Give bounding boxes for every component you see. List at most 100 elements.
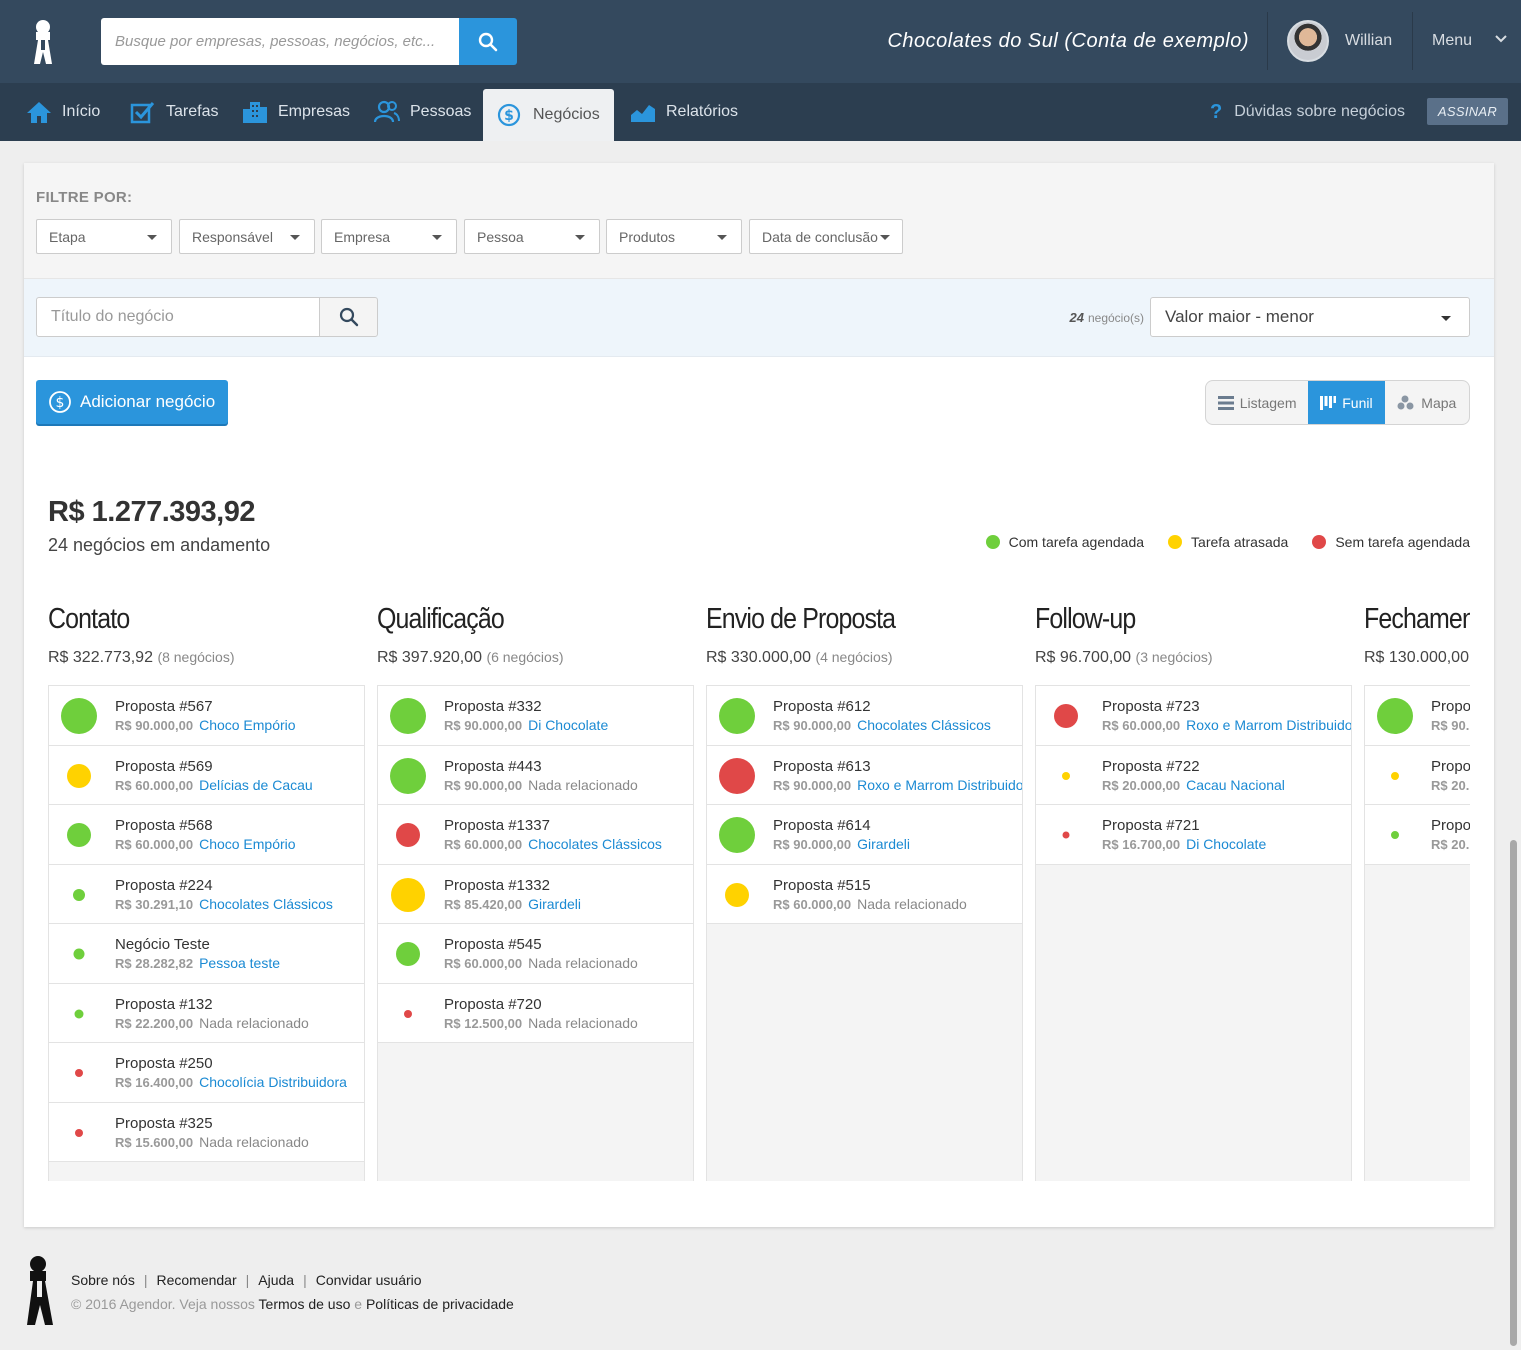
deal-card[interactable]: Proposta #1337 R$ 60.000,00 Chocolates Clá… xyxy=(378,805,693,865)
deal-title[interactable]: Negócio Teste xyxy=(115,936,210,953)
deal-related-link[interactable]: Pessoa teste xyxy=(199,955,281,971)
deal-title[interactable]: Proposta #612 xyxy=(773,698,871,715)
agendor-logo[interactable] xyxy=(28,18,58,64)
page-scrollbar[interactable] xyxy=(1510,840,1517,1346)
deal-card[interactable]: Proposta #722 R$ 20.000,00 Cacau Nacional xyxy=(1036,745,1351,805)
sort-select[interactable]: Valor maior - menor xyxy=(1150,297,1470,337)
deal-title[interactable]: Proposta #720 xyxy=(444,995,542,1013)
avatar[interactable] xyxy=(1287,20,1329,62)
deal-title[interactable]: Proposta #569 xyxy=(115,757,213,775)
deal-title[interactable]: Proposta #325 xyxy=(115,1114,213,1132)
terms-link[interactable]: Termos de uso xyxy=(258,1296,351,1312)
filter-empresa[interactable]: Empresa xyxy=(321,219,457,254)
deal-related-link[interactable]: Girardeli xyxy=(857,836,910,852)
footer-link-recomendar[interactable]: Recomendar xyxy=(156,1272,237,1288)
deal-title[interactable]: Proposta #568 xyxy=(115,817,213,834)
menu-button[interactable]: Menu xyxy=(1432,32,1473,49)
deal-card[interactable]: Negócio Teste R$ 28.282,82 Pessoa teste xyxy=(49,924,364,984)
deal-card[interactable]: Proposta #723 R$ 60.000,00 Roxo e Marrom D… xyxy=(1036,686,1351,746)
filter-responsavel[interactable]: Responsável xyxy=(179,219,315,254)
deal-card[interactable]: Proposta #568 R$ 60.000,00 Choco Empório xyxy=(49,805,364,865)
deal-related-link[interactable]: Choco Empório xyxy=(199,836,296,852)
deal-related-link[interactable]: Di Chocolate xyxy=(1186,836,1267,852)
filter-produtos[interactable]: Produtos xyxy=(606,219,742,254)
view-mapa[interactable]: Mapa xyxy=(1385,381,1469,424)
chevron-down-icon[interactable] xyxy=(1494,34,1508,44)
deal-card[interactable]: Proposta #224 R$ 30.291,10 Chocolates Clás… xyxy=(49,864,364,924)
deal-title[interactable]: Proposta #515 xyxy=(773,876,871,894)
deal-title[interactable]: Proposta #545 xyxy=(444,936,542,953)
deal-related-link[interactable]: Choco Empório xyxy=(199,717,296,733)
deal-card[interactable]: Proposta #515 R$ 60.000,00 Nada relacionad… xyxy=(707,864,1022,924)
nav-item-pessoas[interactable]: Pessoas xyxy=(360,83,485,141)
deal-related-link[interactable]: Delícias de Cacau xyxy=(199,776,313,793)
subscribe-button[interactable]: ASSINAR xyxy=(1427,98,1508,125)
deal-title[interactable]: Proposta xyxy=(1431,757,1470,775)
footer-link-convidar[interactable]: Convidar usuário xyxy=(315,1272,422,1288)
filter-etapa[interactable]: Etapa xyxy=(36,219,172,254)
view-funil[interactable]: Funil xyxy=(1308,381,1385,424)
user-name[interactable]: Willian xyxy=(1345,32,1393,49)
deal-card[interactable]: Proposta R$ 90. xyxy=(1365,686,1470,746)
deal-related-link[interactable]: Roxo e Marrom Distribuidora xyxy=(1186,717,1351,733)
deal-title[interactable]: Proposta #224 xyxy=(115,876,213,894)
deal-card[interactable]: Proposta #569 R$ 60.000,00 Delícias de Cac… xyxy=(49,745,364,805)
deal-related-link[interactable]: Chocolícia Distribuidora xyxy=(199,1074,347,1090)
deal-related-link[interactable]: Chocolates Clássicos xyxy=(857,717,991,733)
deal-card[interactable]: Proposta #614 R$ 90.000,00 Girardeli xyxy=(707,805,1022,865)
agendor-footer-logo[interactable] xyxy=(24,1255,56,1325)
view-listagem[interactable]: Listagem xyxy=(1206,381,1308,424)
deal-related-link[interactable]: Chocolates Clássicos xyxy=(528,836,662,852)
add-deal-button[interactable]: $ Adicionar negócio xyxy=(36,380,228,424)
deal-title[interactable]: Proposta #443 xyxy=(444,757,542,775)
deal-title[interactable]: Proposta #1337 xyxy=(444,817,550,834)
nav-item-relatorios[interactable]: Relatórios xyxy=(616,83,752,141)
deal-title[interactable]: Proposta #723 xyxy=(1102,698,1200,715)
deal-title[interactable]: Proposta xyxy=(1431,698,1470,715)
deal-card[interactable]: Proposta R$ 20. xyxy=(1365,745,1470,805)
deal-card[interactable]: Proposta #325 R$ 15.600,00 Nada relacionad… xyxy=(49,1102,364,1162)
deal-related-link[interactable]: Chocolates Clássicos xyxy=(199,895,333,912)
deal-card[interactable]: Proposta R$ 20. xyxy=(1365,805,1470,865)
deal-card[interactable]: Proposta #721 R$ 16.700,00 Di Chocolate xyxy=(1036,805,1351,865)
funnel-icon xyxy=(1320,395,1337,410)
deal-card[interactable]: Proposta #612 R$ 90.000,00 Chocolates Clás… xyxy=(707,686,1022,746)
deal-title[interactable]: Proposta #132 xyxy=(115,995,213,1013)
deal-card[interactable]: Proposta #720 R$ 12.500,00 Nada relacionad… xyxy=(378,983,693,1043)
filter-pessoa[interactable]: Pessoa xyxy=(464,219,600,254)
filter-data-conclusao[interactable]: Data de conclusão xyxy=(749,219,903,254)
privacy-link[interactable]: Políticas de privacidade xyxy=(365,1296,514,1312)
deal-title[interactable]: Proposta #614 xyxy=(773,817,871,834)
nav-item-empresas[interactable]: Empresas xyxy=(228,83,364,141)
deal-card[interactable]: Proposta #443 R$ 90.000,00 Nada relacionad… xyxy=(378,745,693,805)
nav-item-negocios[interactable]: $ Negócios xyxy=(483,89,614,141)
deal-related-link[interactable]: Di Chocolate xyxy=(528,717,609,733)
deal-card[interactable]: Proposta #545 R$ 60.000,00 Nada relacionad… xyxy=(378,924,693,984)
deal-title[interactable]: Proposta #567 xyxy=(115,698,213,715)
footer-link-ajuda[interactable]: Ajuda xyxy=(258,1272,295,1288)
deal-related-link[interactable]: Cacau Nacional xyxy=(1186,776,1285,793)
footer-link-sobre[interactable]: Sobre nós xyxy=(71,1272,135,1288)
deal-title[interactable]: Proposta #722 xyxy=(1102,757,1200,775)
deal-title[interactable]: Proposta #332 xyxy=(444,698,542,715)
global-search-button[interactable] xyxy=(459,18,517,65)
deal-card[interactable]: Proposta #250 R$ 16.400,00 Chocolícia Dist… xyxy=(49,1043,364,1103)
deal-card[interactable]: Proposta #613 R$ 90.000,00 Roxo e Marrom D… xyxy=(707,745,1022,805)
nav-item-inicio[interactable]: Início xyxy=(12,83,114,141)
deal-title[interactable]: Proposta #613 xyxy=(773,757,871,775)
deal-related-link[interactable]: Girardeli xyxy=(528,895,581,912)
deal-card[interactable]: Proposta #132 R$ 22.200,00 Nada relacionad… xyxy=(49,983,364,1043)
deal-card[interactable]: Proposta #1332 R$ 85.420,00 Girardeli xyxy=(378,864,693,924)
help-link[interactable]: ? Dúvidas sobre negócios xyxy=(1210,83,1405,141)
deal-title[interactable]: Proposta #250 xyxy=(115,1055,213,1072)
deal-title-search-input[interactable] xyxy=(36,297,320,337)
global-search-input[interactable] xyxy=(101,18,459,65)
deal-title[interactable]: Proposta #721 xyxy=(1102,817,1200,834)
deal-title[interactable]: Proposta #1332 xyxy=(444,876,550,894)
deal-related-link[interactable]: Roxo e Marrom Distribuidora xyxy=(857,776,1022,793)
nav-item-tarefas[interactable]: Tarefas xyxy=(116,83,232,141)
deal-card[interactable]: Proposta #332 R$ 90.000,00 Di Chocolate xyxy=(378,686,693,746)
deal-title[interactable]: Proposta xyxy=(1431,817,1470,834)
deal-card[interactable]: Proposta #567 R$ 90.000,00 Choco Empório xyxy=(49,686,364,746)
deal-search-button[interactable] xyxy=(319,297,378,337)
